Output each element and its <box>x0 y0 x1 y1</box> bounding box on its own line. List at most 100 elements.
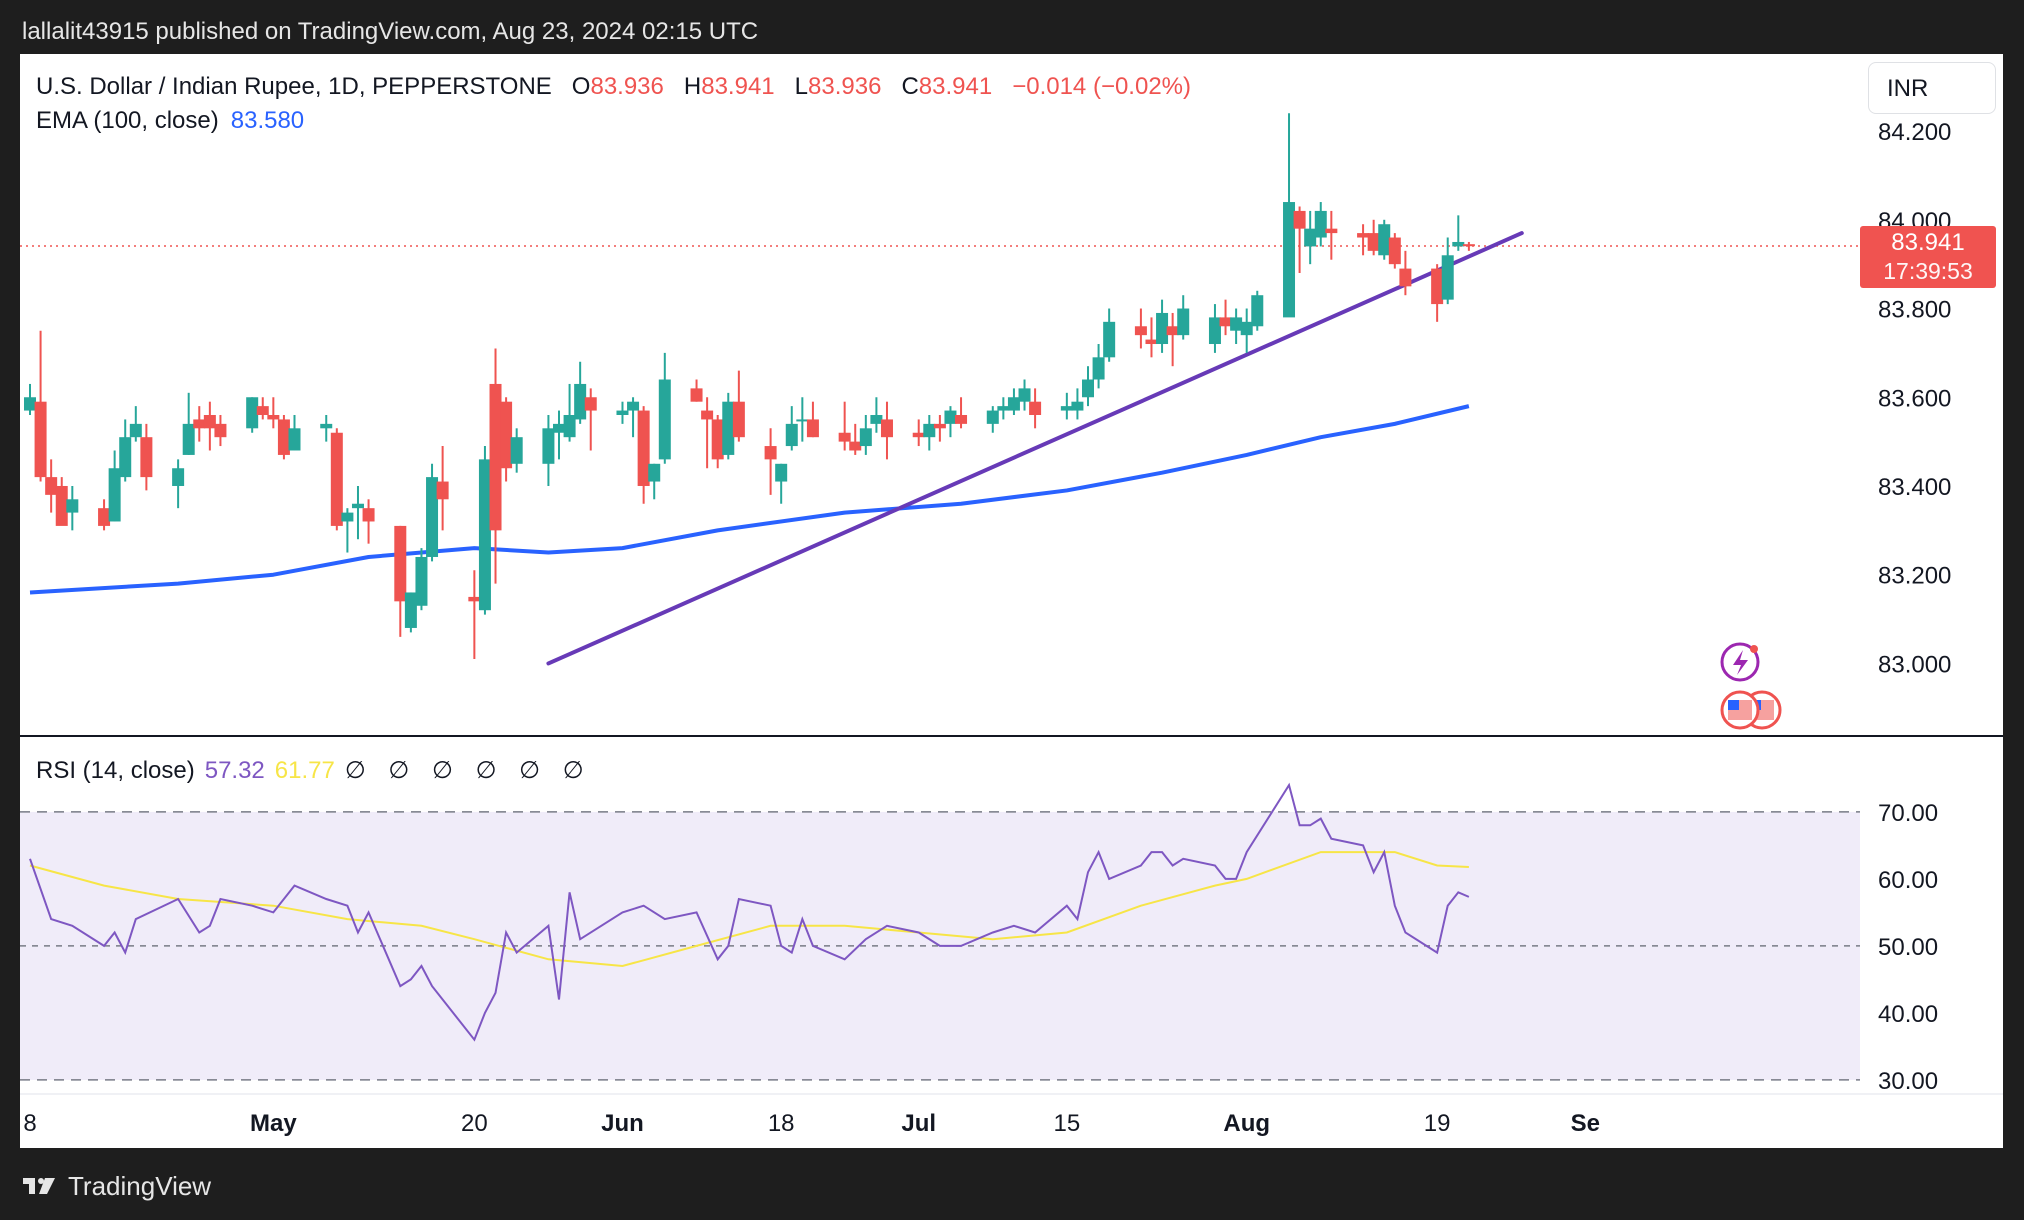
candle <box>288 415 301 451</box>
candle-body <box>637 410 650 486</box>
candle-body <box>98 508 111 526</box>
candle <box>764 428 777 495</box>
candle-body <box>1007 397 1020 411</box>
candle-body <box>1071 401 1084 411</box>
candle <box>722 392 735 460</box>
candle <box>320 415 333 442</box>
candle <box>1145 317 1158 358</box>
high-label: H <box>683 73 702 100</box>
candle <box>1283 113 1296 318</box>
tradingview-logo-icon <box>23 1178 55 1194</box>
open-value: 83.936 <box>590 73 664 100</box>
candle-body <box>246 397 259 429</box>
candle <box>1251 290 1264 331</box>
rsi-ma-line <box>29 851 1469 968</box>
candle-body <box>330 432 343 526</box>
candle <box>119 419 132 482</box>
candle-body <box>277 419 290 455</box>
candle-body <box>288 428 301 451</box>
trendline <box>546 231 1524 666</box>
candle <box>933 415 946 442</box>
candle-body <box>119 437 132 478</box>
candle-body <box>986 410 999 424</box>
candle <box>616 401 629 424</box>
candle-body <box>1060 406 1073 411</box>
time-tick-label: Se <box>1571 1110 1600 1137</box>
candle-body <box>320 423 333 429</box>
candle <box>1166 312 1179 367</box>
candle-body <box>870 415 883 424</box>
candle <box>55 477 68 526</box>
candle-body <box>1388 237 1401 265</box>
candle-body <box>1219 317 1232 327</box>
candle-body <box>362 508 375 522</box>
candle-body <box>193 419 206 429</box>
candle <box>542 415 555 486</box>
price-tick-label: 83.600 <box>1878 385 1951 412</box>
footer-brand: TradingView <box>68 1171 212 1201</box>
candle <box>182 392 195 455</box>
candle-body <box>796 419 809 422</box>
candle-body <box>1156 312 1169 345</box>
candle <box>426 463 439 562</box>
candle-body <box>478 459 491 611</box>
candle <box>690 379 703 402</box>
candle-body <box>764 446 777 460</box>
candle-body <box>838 432 851 442</box>
rsi-tick-label: 70.00 <box>1878 800 1938 827</box>
candle-body <box>66 499 79 513</box>
ema-legend[interactable]: EMA (100, close) 83.580 <box>36 104 304 138</box>
candle <box>1325 210 1338 260</box>
candle <box>785 406 798 451</box>
candle-body <box>203 415 216 429</box>
candle <box>415 548 428 611</box>
price-tick-label: 84.200 <box>1878 119 1951 146</box>
candle <box>214 415 227 447</box>
candle-body <box>616 410 629 415</box>
candle <box>870 397 883 433</box>
candle-body <box>722 401 735 455</box>
candle-body <box>1208 317 1221 345</box>
low-value: 83.936 <box>808 73 882 100</box>
price-tick-label: 83.400 <box>1878 474 1951 501</box>
candle-body <box>172 468 185 486</box>
low-label: L <box>794 73 809 100</box>
currency-button[interactable]: INR <box>1868 62 1996 114</box>
candle <box>172 459 185 509</box>
rsi-tick-label: 60.00 <box>1878 867 1938 894</box>
candle-body <box>1399 268 1412 287</box>
candle-body <box>415 556 428 606</box>
candle-body <box>880 419 893 438</box>
candle <box>500 397 513 482</box>
candle <box>1071 388 1084 420</box>
candle-body <box>701 410 714 420</box>
candle-body <box>690 388 703 402</box>
candle <box>1399 250 1412 296</box>
candle-body <box>351 503 364 509</box>
candle <box>701 397 714 469</box>
candle <box>1462 241 1475 251</box>
candle <box>1156 299 1169 353</box>
price-tick-label: 83.800 <box>1878 297 1951 324</box>
candle <box>658 352 671 464</box>
candle-body <box>859 428 872 447</box>
candle <box>563 383 576 442</box>
candle-body <box>711 419 724 460</box>
candle <box>256 397 269 420</box>
candle <box>277 415 290 460</box>
candle <box>637 406 650 504</box>
notification-dot <box>1750 645 1758 653</box>
rsi-legend[interactable]: RSI (14, close) 57.32 61.77 ∅ ∅ ∅ ∅ ∅ ∅ <box>36 754 592 788</box>
candle <box>341 508 354 553</box>
candle <box>1177 295 1190 340</box>
candle-body <box>732 401 745 438</box>
symbol-legend[interactable]: U.S. Dollar / Indian Rupee, 1D, PEPPERST… <box>36 70 1191 104</box>
candle <box>955 397 968 429</box>
candle <box>404 592 417 633</box>
candle-body <box>1367 233 1380 251</box>
candle-body <box>1103 321 1116 358</box>
rsi-ma-value: 61.77 <box>274 757 335 784</box>
candle <box>859 415 872 455</box>
candle <box>510 428 523 473</box>
